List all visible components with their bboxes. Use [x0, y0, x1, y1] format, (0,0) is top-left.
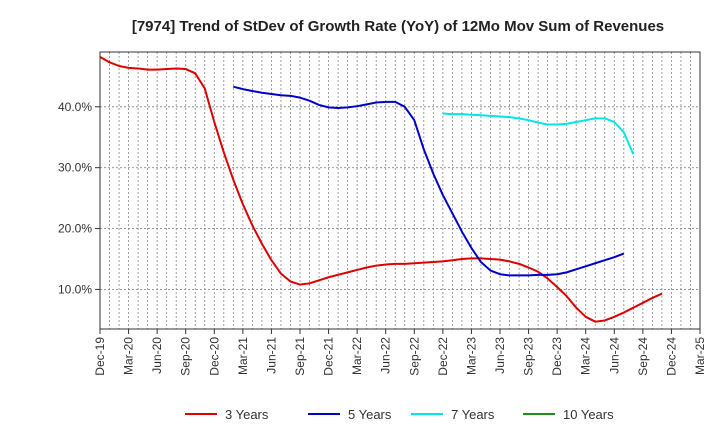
x-tick-label: Jun-23: [493, 337, 507, 374]
x-tick-label: Jun-20: [150, 337, 164, 374]
legend-label-7-years: 7 Years: [451, 407, 495, 422]
legend: 3 Years 5 Years 7 Years 10 Years: [185, 407, 614, 422]
x-tick-label: Jun-24: [607, 337, 621, 374]
series-line-3-years: [99, 56, 663, 323]
x-tick-label: Jun-21: [264, 337, 278, 374]
x-tick-label: Dec-20: [207, 337, 221, 376]
x-tick-label: Mar-22: [350, 337, 364, 375]
legend-label-10-years: 10 Years: [563, 407, 614, 422]
x-tick-label: Sep-22: [407, 337, 421, 376]
x-tick-label: Mar-21: [236, 337, 250, 375]
legend-label-3-years: 3 Years: [225, 407, 269, 422]
x-tick-label: Mar-24: [579, 337, 593, 375]
y-tick-label: 40.0%: [58, 100, 92, 114]
x-tick-label: Mar-25: [693, 337, 707, 375]
grid-layer: [100, 52, 700, 329]
x-tick-label: Dec-22: [436, 337, 450, 376]
x-tick-label: Sep-20: [179, 337, 193, 376]
y-tick-label: 10.0%: [58, 282, 92, 296]
x-tick-label: Sep-24: [636, 337, 650, 376]
x-tick-label: Sep-21: [293, 337, 307, 376]
x-tick-label: Dec-21: [322, 337, 336, 376]
y-tick-label: 20.0%: [58, 222, 92, 236]
x-axis: Dec-19 Mar-20 Jun-20 Sep-20 Dec-20 Mar-21 Jun-…: [93, 329, 707, 376]
x-tick-label: Mar-20: [122, 337, 136, 375]
series-line-5-years: [233, 85, 625, 277]
y-axis: 10.0% 20.0% 30.0% 40.0%: [58, 100, 100, 296]
x-tick-label: Jun-22: [379, 337, 393, 374]
plot-frame: [99, 51, 701, 330]
chart-title: [7974] Trend of StDev of Growth Rate (Yo…: [132, 18, 664, 35]
x-tick-label: Dec-23: [550, 337, 564, 376]
series-layer: [99, 56, 663, 323]
x-tick-label: Dec-19: [93, 337, 107, 376]
series-line-7-years: [442, 112, 635, 155]
y-tick-label: 30.0%: [58, 161, 92, 175]
x-tick-label: Sep-23: [522, 337, 536, 376]
legend-label-5-years: 5 Years: [348, 407, 392, 422]
x-tick-label: Mar-23: [464, 337, 478, 375]
x-tick-label: Dec-24: [664, 337, 678, 376]
